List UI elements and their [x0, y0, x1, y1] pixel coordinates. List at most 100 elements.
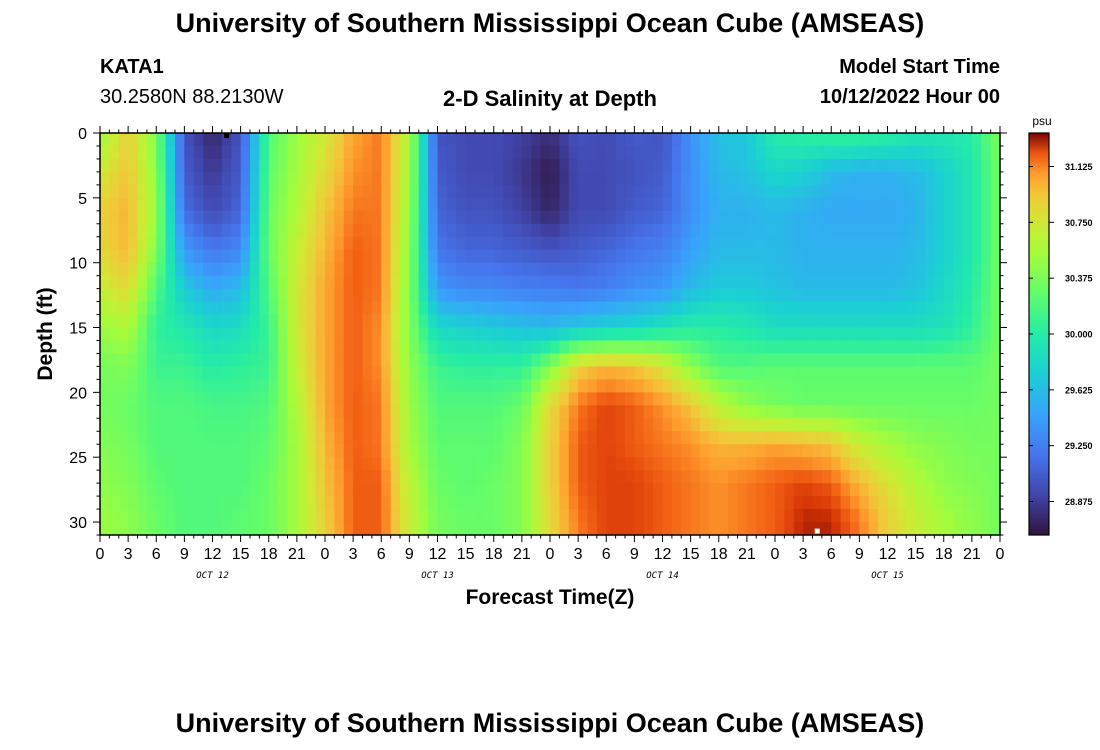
heatmap-cell: [831, 262, 842, 277]
heatmap-cell: [212, 353, 223, 368]
heatmap-cell: [775, 145, 785, 160]
heatmap-cell: [878, 133, 889, 147]
heatmap-cell: [418, 314, 429, 329]
heatmap-cell: [400, 431, 410, 445]
heatmap-cell: [418, 210, 429, 225]
heatmap-cell: [840, 275, 851, 290]
heatmap-cell: [653, 457, 664, 471]
heatmap-cell: [250, 327, 260, 342]
heatmap-cell: [728, 249, 739, 264]
heatmap-cell: [175, 301, 185, 316]
heatmap-cell: [765, 405, 776, 419]
heatmap-cell: [709, 496, 720, 510]
heatmap-cell: [231, 431, 242, 445]
heatmap-cell: [568, 145, 579, 160]
heatmap-cell: [709, 470, 720, 484]
heatmap-cell: [165, 496, 176, 510]
heatmap-cell: [250, 353, 260, 368]
heatmap-cell: [296, 509, 307, 523]
heatmap-cell: [146, 496, 157, 510]
heatmap-cell: [540, 145, 551, 160]
heatmap-cell: [250, 184, 260, 199]
heatmap-cell: [709, 509, 720, 523]
heatmap-cell: [362, 262, 373, 277]
heatmap-cell: [175, 288, 185, 303]
heatmap-cell: [371, 210, 382, 225]
heatmap-cell: [100, 223, 110, 238]
heatmap-cell: [315, 210, 326, 225]
heatmap-cell: [118, 496, 129, 510]
heatmap-cell: [812, 457, 823, 471]
heatmap-cell: [925, 457, 935, 471]
heatmap-cell: [128, 496, 139, 510]
heatmap-cell: [700, 509, 710, 523]
heatmap-cell: [456, 405, 467, 419]
heatmap-cell: [896, 431, 907, 445]
heatmap-cell: [465, 314, 476, 329]
heatmap-cell: [606, 171, 617, 186]
heatmap-cell: [681, 158, 692, 173]
heatmap-cell: [250, 509, 260, 523]
heatmap-cell: [503, 236, 514, 251]
heatmap-cell: [803, 340, 814, 355]
heatmap-cell: [606, 340, 617, 355]
heatmap-cell: [990, 392, 1000, 406]
heatmap-cell: [643, 509, 654, 523]
heatmap-cell: [428, 353, 439, 368]
heatmap-cell: [109, 223, 120, 238]
heatmap-cell: [456, 275, 467, 290]
heatmap-cell: [568, 392, 579, 406]
heatmap-cell: [868, 158, 879, 173]
heatmap-cell: [146, 431, 157, 445]
heatmap-cell: [625, 418, 635, 432]
heatmap-cell: [250, 236, 260, 251]
heatmap-cell: [343, 431, 354, 445]
heatmap-cell: [156, 366, 167, 380]
heatmap-cell: [578, 145, 589, 160]
heatmap-cell: [821, 236, 832, 251]
heatmap-cell: [728, 145, 739, 160]
heatmap-cell: [334, 158, 345, 173]
heatmap-cell: [990, 145, 1000, 160]
heatmap-cell: [831, 418, 842, 432]
heatmap-cell: [793, 483, 804, 497]
heatmap-cell: [100, 470, 110, 484]
heatmap-cell: [700, 457, 710, 471]
heatmap-cell: [475, 483, 485, 497]
heatmap-cell: [156, 275, 167, 290]
heatmap-cell: [765, 327, 776, 342]
heatmap-cell: [212, 418, 223, 432]
heatmap-cell: [821, 340, 832, 355]
heatmap-cell: [193, 158, 204, 173]
heatmap-cell: [868, 327, 879, 342]
heatmap-cell: [915, 145, 926, 160]
heatmap-cell: [231, 275, 242, 290]
heatmap-cell: [118, 236, 129, 251]
heatmap-cell: [278, 353, 289, 368]
heatmap-cell: [212, 314, 223, 329]
heatmap-cell: [831, 210, 842, 225]
heatmap-cell: [896, 392, 907, 406]
heatmap-cell: [212, 288, 223, 303]
heatmap-cell: [981, 327, 992, 342]
heatmap-cell: [465, 236, 476, 251]
heatmap-cell: [109, 418, 120, 432]
heatmap-cell: [887, 509, 898, 523]
heatmap-cell: [803, 158, 814, 173]
heatmap-cell: [381, 197, 392, 212]
heatmap-cell: [887, 483, 898, 497]
heatmap-cell: [278, 158, 289, 173]
heatmap-cell: [362, 236, 373, 251]
heatmap-cell: [643, 340, 654, 355]
heatmap-cell: [100, 327, 110, 342]
heatmap-cell: [578, 210, 589, 225]
heatmap-cell: [803, 210, 814, 225]
heatmap-cell: [681, 210, 692, 225]
heatmap-cell: [437, 353, 448, 368]
heatmap-cell: [343, 301, 354, 316]
heatmap-cell: [446, 275, 457, 290]
heatmap-cell: [690, 249, 701, 264]
heatmap-cell: [728, 301, 739, 316]
heatmap-cell: [259, 353, 270, 368]
heatmap-cell: [343, 171, 354, 186]
